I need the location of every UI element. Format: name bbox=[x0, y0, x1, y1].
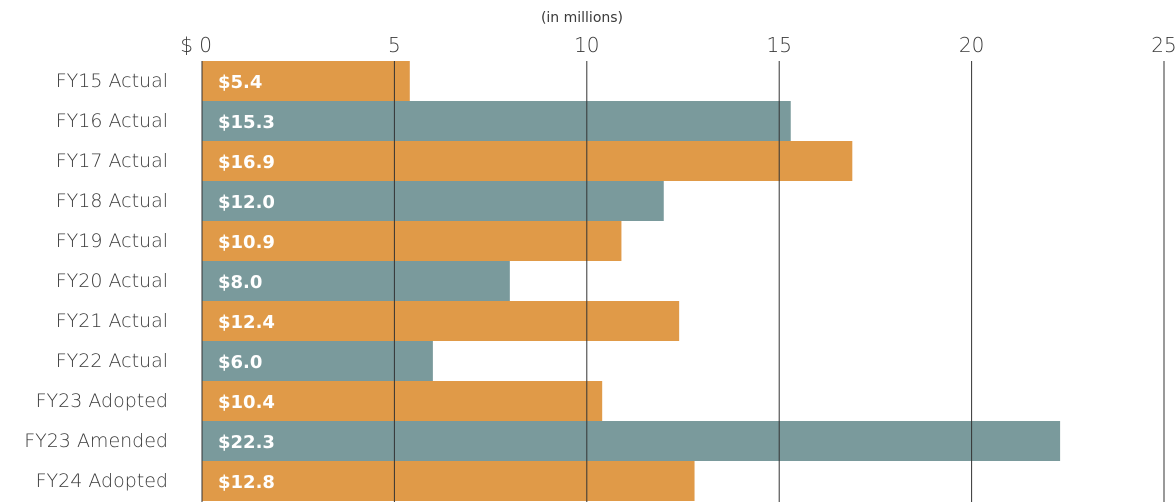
bar-fy16-actual bbox=[202, 101, 791, 141]
x-tick-label: 10 bbox=[574, 33, 599, 57]
x-tick-label: 5 bbox=[388, 33, 401, 57]
category-label: FY15 Actual bbox=[56, 70, 168, 92]
bar-fy19-actual bbox=[202, 221, 622, 261]
x-tick-label: $ 0 bbox=[180, 33, 212, 57]
axis-unit-label: (in millions) bbox=[541, 10, 623, 26]
bars-layer bbox=[202, 61, 1061, 501]
category-label: FY16 Actual bbox=[56, 110, 168, 132]
data-label: $12.4 bbox=[218, 312, 275, 333]
category-label: FY20 Actual bbox=[56, 270, 168, 292]
bar-fy20-actual bbox=[202, 261, 510, 301]
data-label: $10.4 bbox=[218, 392, 275, 413]
category-label: FY24 Adopted bbox=[36, 470, 168, 492]
data-label: $6.0 bbox=[218, 352, 262, 373]
category-label: FY21 Actual bbox=[56, 310, 168, 332]
x-tick-label: 15 bbox=[766, 33, 791, 57]
x-tick-label: 25 bbox=[1151, 33, 1175, 57]
data-label: $12.0 bbox=[218, 192, 275, 213]
labels-layer: $5.4 FY15 Actual $15.3 FY16 Actual $16.9 FY17… bbox=[24, 33, 1175, 493]
category-label: FY23 Amended bbox=[24, 430, 168, 452]
bar-fy15-actual bbox=[202, 61, 410, 101]
bar-fy21-actual bbox=[202, 301, 680, 341]
category-label: FY18 Actual bbox=[56, 190, 168, 212]
bar-fy24-adopted bbox=[202, 461, 695, 501]
grid-layer bbox=[201, 61, 1165, 502]
data-label: $16.9 bbox=[218, 152, 275, 173]
data-label: $15.3 bbox=[218, 112, 275, 133]
bar-fy23-adopted bbox=[202, 381, 603, 421]
category-label: FY19 Actual bbox=[56, 230, 168, 252]
data-label: $22.3 bbox=[218, 432, 275, 453]
bar-fy23-amended bbox=[202, 421, 1061, 461]
data-label: $8.0 bbox=[218, 272, 262, 293]
data-label: $12.8 bbox=[218, 472, 275, 493]
category-label: FY22 Actual bbox=[56, 350, 168, 372]
data-label: $5.4 bbox=[218, 72, 262, 93]
category-label: FY23 Adopted bbox=[36, 390, 168, 412]
data-label: $10.9 bbox=[218, 232, 275, 253]
bar-fy17-actual bbox=[202, 141, 853, 181]
x-tick-label: 20 bbox=[959, 33, 984, 57]
category-label: FY17 Actual bbox=[56, 150, 168, 172]
